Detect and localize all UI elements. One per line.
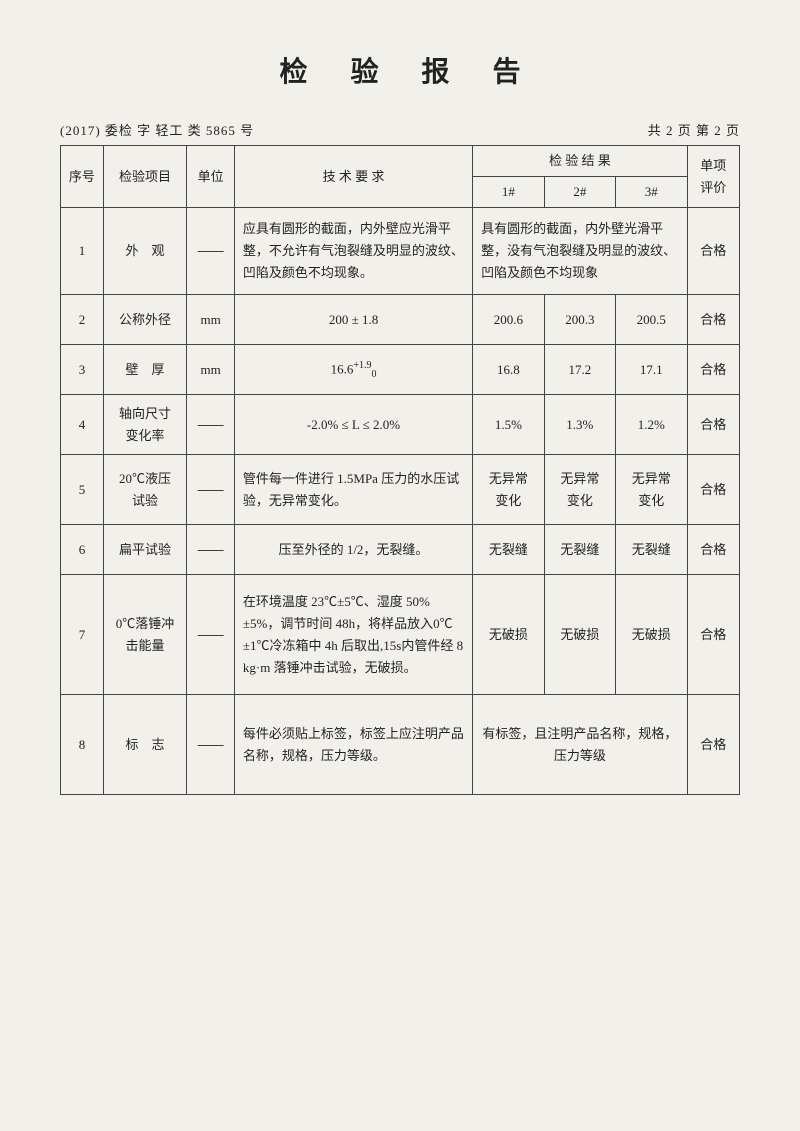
inspection-table: 序号 检验项目 单位 技 术 要 求 检 验 结 果 单项评价 1# 2# 3#… (60, 145, 740, 795)
cell-item: 20℃液压试验 (103, 455, 186, 525)
cell-result: 无裂缝 (544, 525, 615, 575)
cell-seq: 6 (61, 525, 104, 575)
table-row: 1外 观——应具有圆形的截面，内外壁应光滑平整，不允许有气泡裂缝及明显的波纹、凹… (61, 208, 740, 295)
page-info: 共 2 页 第 2 页 (648, 120, 740, 139)
cell-result-merged: 具有圆形的截面，内外壁光滑平整，没有气泡裂缝及明显的波纹、凹陷及颜色不均现象 (473, 208, 687, 295)
cell-item: 壁 厚 (103, 345, 186, 395)
cell-eval: 合格 (687, 575, 739, 695)
cell-unit: mm (187, 345, 235, 395)
cell-result: 200.3 (544, 295, 615, 345)
header-row-1: 序号 检验项目 单位 技 术 要 求 检 验 结 果 单项评价 (61, 146, 740, 177)
cell-result: 1.2% (616, 395, 687, 455)
cell-result: 200.6 (473, 295, 544, 345)
table-row: 3壁 厚mm16.6+1.9016.817.217.1合格 (61, 345, 740, 395)
cell-requirement: -2.0% ≤ L ≤ 2.0% (234, 395, 472, 455)
cell-result: 17.1 (616, 345, 687, 395)
th-result-group: 检 验 结 果 (473, 146, 687, 177)
cell-seq: 8 (61, 695, 104, 795)
cell-result: 无异常变化 (616, 455, 687, 525)
cell-eval: 合格 (687, 208, 739, 295)
th-eval: 单项评价 (687, 146, 739, 208)
table-row: 8标 志——每件必须贴上标签，标签上应注明产品名称，规格，压力等级。有标签，且注… (61, 695, 740, 795)
cell-item: 公称外径 (103, 295, 186, 345)
cell-result: 无裂缝 (616, 525, 687, 575)
cell-result: 无破损 (544, 575, 615, 695)
cell-item: 外 观 (103, 208, 186, 295)
cell-item: 轴向尺寸变化率 (103, 395, 186, 455)
cell-result: 无裂缝 (473, 525, 544, 575)
cell-requirement: 管件每一件进行 1.5MPa 压力的水压试验，无异常变化。 (234, 455, 472, 525)
cell-unit: —— (187, 395, 235, 455)
table-row: 2公称外径mm200 ± 1.8200.6200.3200.5合格 (61, 295, 740, 345)
header-row: (2017) 委检 字 轻工 类 5865 号 共 2 页 第 2 页 (60, 120, 740, 139)
cell-eval: 合格 (687, 295, 739, 345)
cell-seq: 4 (61, 395, 104, 455)
cell-result: 无破损 (616, 575, 687, 695)
cell-unit: —— (187, 695, 235, 795)
cell-result: 16.8 (473, 345, 544, 395)
cell-requirement: 每件必须贴上标签，标签上应注明产品名称，规格，压力等级。 (234, 695, 472, 795)
cell-unit: —— (187, 575, 235, 695)
cell-seq: 1 (61, 208, 104, 295)
cell-unit: —— (187, 455, 235, 525)
cell-unit: —— (187, 208, 235, 295)
th-r1: 1# (473, 177, 544, 208)
table-row: 70℃落锤冲击能量——在环境温度 23℃±5℃、湿度 50%±5%，调节时间 4… (61, 575, 740, 695)
cell-eval: 合格 (687, 525, 739, 575)
cell-result: 1.5% (473, 395, 544, 455)
cell-result: 无异常变化 (544, 455, 615, 525)
th-seq: 序号 (61, 146, 104, 208)
cell-eval: 合格 (687, 695, 739, 795)
cell-eval: 合格 (687, 395, 739, 455)
cell-result: 200.5 (616, 295, 687, 345)
cell-requirement: 在环境温度 23℃±5℃、湿度 50%±5%，调节时间 48h，将样品放入0℃±… (234, 575, 472, 695)
th-req: 技 术 要 求 (234, 146, 472, 208)
cell-requirement: 16.6+1.90 (234, 345, 472, 395)
stamp-partial: 量 转 (770, 440, 800, 620)
table-row: 520℃液压试验——管件每一件进行 1.5MPa 压力的水压试验，无异常变化。无… (61, 455, 740, 525)
th-unit: 单位 (187, 146, 235, 208)
doc-number: (2017) 委检 字 轻工 类 5865 号 (60, 120, 254, 139)
cell-result: 无异常变化 (473, 455, 544, 525)
table-row: 6扁平试验——压至外径的 1/2，无裂缝。无裂缝无裂缝无裂缝合格 (61, 525, 740, 575)
cell-unit: —— (187, 525, 235, 575)
th-r2: 2# (544, 177, 615, 208)
cell-result-merged: 有标签，且注明产品名称，规格，压力等级 (473, 695, 687, 795)
th-r3: 3# (616, 177, 687, 208)
cell-seq: 2 (61, 295, 104, 345)
cell-seq: 3 (61, 345, 104, 395)
cell-item: 0℃落锤冲击能量 (103, 575, 186, 695)
report-title: 检 验 报 告 (60, 50, 740, 90)
table-row: 4轴向尺寸变化率——-2.0% ≤ L ≤ 2.0%1.5%1.3%1.2%合格 (61, 395, 740, 455)
cell-seq: 7 (61, 575, 104, 695)
cell-item: 标 志 (103, 695, 186, 795)
cell-result: 17.2 (544, 345, 615, 395)
cell-requirement: 压至外径的 1/2，无裂缝。 (234, 525, 472, 575)
cell-seq: 5 (61, 455, 104, 525)
cell-result: 1.3% (544, 395, 615, 455)
cell-item: 扁平试验 (103, 525, 186, 575)
th-item: 检验项目 (103, 146, 186, 208)
cell-result: 无破损 (473, 575, 544, 695)
cell-requirement: 应具有圆形的截面，内外壁应光滑平整，不允许有气泡裂缝及明显的波纹、凹陷及颜色不均… (234, 208, 472, 295)
cell-eval: 合格 (687, 345, 739, 395)
cell-requirement: 200 ± 1.8 (234, 295, 472, 345)
cell-eval: 合格 (687, 455, 739, 525)
cell-unit: mm (187, 295, 235, 345)
